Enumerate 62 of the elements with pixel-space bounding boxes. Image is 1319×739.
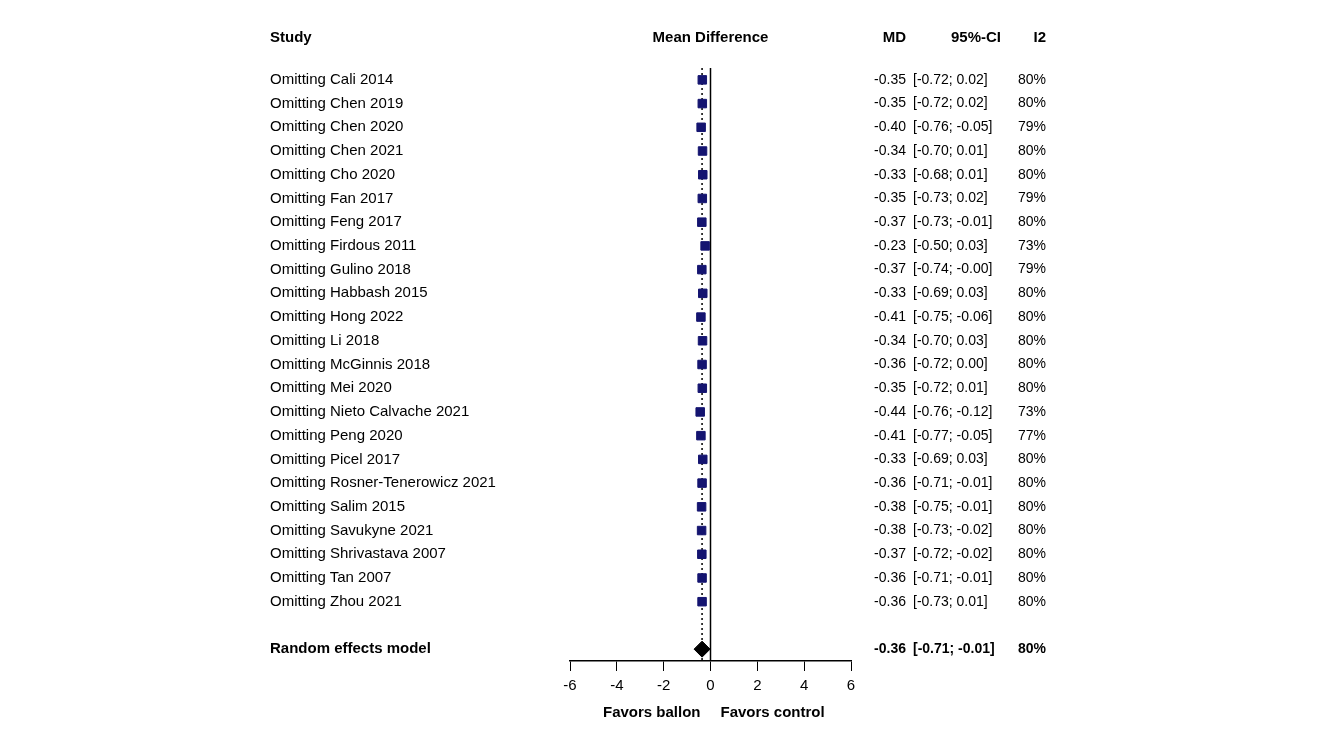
text: I2: [1033, 28, 1046, 46]
text: -0.34 [-0.70; 0.03] 80%: [874, 331, 1046, 348]
text: 95%-CI: [950, 28, 1001, 46]
text: Favors ballon: [602, 703, 701, 721]
text: -0.41 [-0.75; -0.06] 80%: [874, 307, 1046, 324]
text: -0.36 [-0.73; 0.01] 80%: [874, 592, 1046, 609]
text: -0.36 [-0.71; -0.01] 80%: [874, 473, 1046, 490]
x-tick-label: 4: [799, 676, 809, 694]
y-tick-label: Omitting Fan 2017: [270, 188, 394, 206]
chart-title: Mean Difference: [652, 28, 769, 46]
y-tick-label: Omitting Zhou 2021: [270, 591, 402, 609]
text: -0.33 [-0.69; 0.03] 80%: [874, 450, 1046, 467]
text: -0.35 [-0.72; 0.02] 80%: [874, 94, 1046, 111]
y-tick-label: Omitting Feng 2017: [270, 212, 402, 230]
text: -0.38 [-0.73; -0.02] 80%: [874, 521, 1046, 538]
y-tick-label: Omitting Mei 2020: [270, 378, 392, 396]
text: -0.33 [-0.69; 0.03] 80%: [874, 284, 1046, 301]
text: -0.36 [-0.72; 0.00] 80%: [874, 355, 1046, 372]
text: -0.33 [-0.68; 0.01] 80%: [874, 165, 1046, 182]
text: -0.37 [-0.74; -0.00] 79%: [874, 260, 1046, 277]
text: -0.23 [-0.50; 0.03] 73%: [874, 236, 1046, 253]
y-tick-label: Omitting Chen 2020: [270, 117, 404, 135]
y-tick-label: Omitting Picel 2017: [270, 449, 401, 467]
text: Favors control: [720, 703, 825, 721]
y-tick-label: Random effects model: [270, 639, 431, 657]
x-tick-label: -4: [610, 676, 624, 694]
text: -0.40 [-0.76; -0.05] 79%: [874, 118, 1046, 135]
text: MD: [882, 28, 907, 46]
y-tick-label: Omitting McGinnis 2018: [270, 354, 431, 372]
text: -0.36 [-0.71; -0.01] 80%: [874, 568, 1046, 585]
y-tick-label: Omitting Hong 2022: [270, 307, 404, 325]
y-tick-label: Omitting Chen 2021: [270, 141, 404, 159]
y-tick-label: Omitting Nieto Calvache 2021: [270, 402, 470, 420]
text: -0.38 [-0.75; -0.01] 80%: [874, 497, 1046, 514]
y-tick-label: Omitting Savukyne 2021: [270, 520, 434, 538]
y-tick-label: Omitting Peng 2020: [270, 425, 403, 443]
text: -0.37 [-0.72; -0.02] 80%: [874, 545, 1046, 562]
x-tick-label: 6: [846, 676, 856, 694]
text: -0.41 [-0.77; -0.05] 77%: [874, 426, 1046, 443]
y-tick-label: Omitting Tan 2007: [270, 568, 392, 586]
x-tick-label: 2: [753, 676, 762, 694]
y-tick-label: Omitting Habbash 2015: [270, 283, 428, 301]
y-tick-label: Omitting Shrivastava 2007: [270, 544, 446, 562]
text: -0.35 [-0.72; 0.02] 80%: [874, 70, 1046, 87]
x-tick-label: -6: [563, 676, 577, 694]
y-tick-label: Omitting Gulino 2018: [270, 259, 411, 277]
y-tick-label: Omitting Rosner-Tenerowicz 2021: [270, 473, 496, 491]
y-tick-label: Omitting Cho 2020: [270, 164, 396, 182]
y-tick-label: Omitting Cali 2014: [270, 70, 394, 87]
text: -0.37 [-0.73; -0.01] 80%: [874, 213, 1046, 230]
text: -0.35 [-0.72; 0.01] 80%: [874, 379, 1046, 396]
text: -0.36 [-0.71; -0.01] 80%: [874, 640, 1046, 656]
text: -0.34 [-0.70; 0.01] 80%: [874, 141, 1046, 158]
y-tick-label: Omitting Salim 2015: [270, 496, 406, 514]
y-tick-label: Omitting Firdous 2011: [270, 236, 417, 254]
y-tick-label: Omitting Li 2018: [270, 330, 380, 348]
y-tick-label: Omitting Chen 2019: [270, 93, 404, 111]
x-tick-label: 0: [706, 676, 715, 694]
x-tick-label: -2: [656, 676, 671, 694]
text: -0.35 [-0.73; 0.02] 79%: [874, 189, 1046, 206]
text: -0.44 [-0.76; -0.12] 73%: [874, 402, 1046, 419]
text: Study: [270, 28, 313, 46]
